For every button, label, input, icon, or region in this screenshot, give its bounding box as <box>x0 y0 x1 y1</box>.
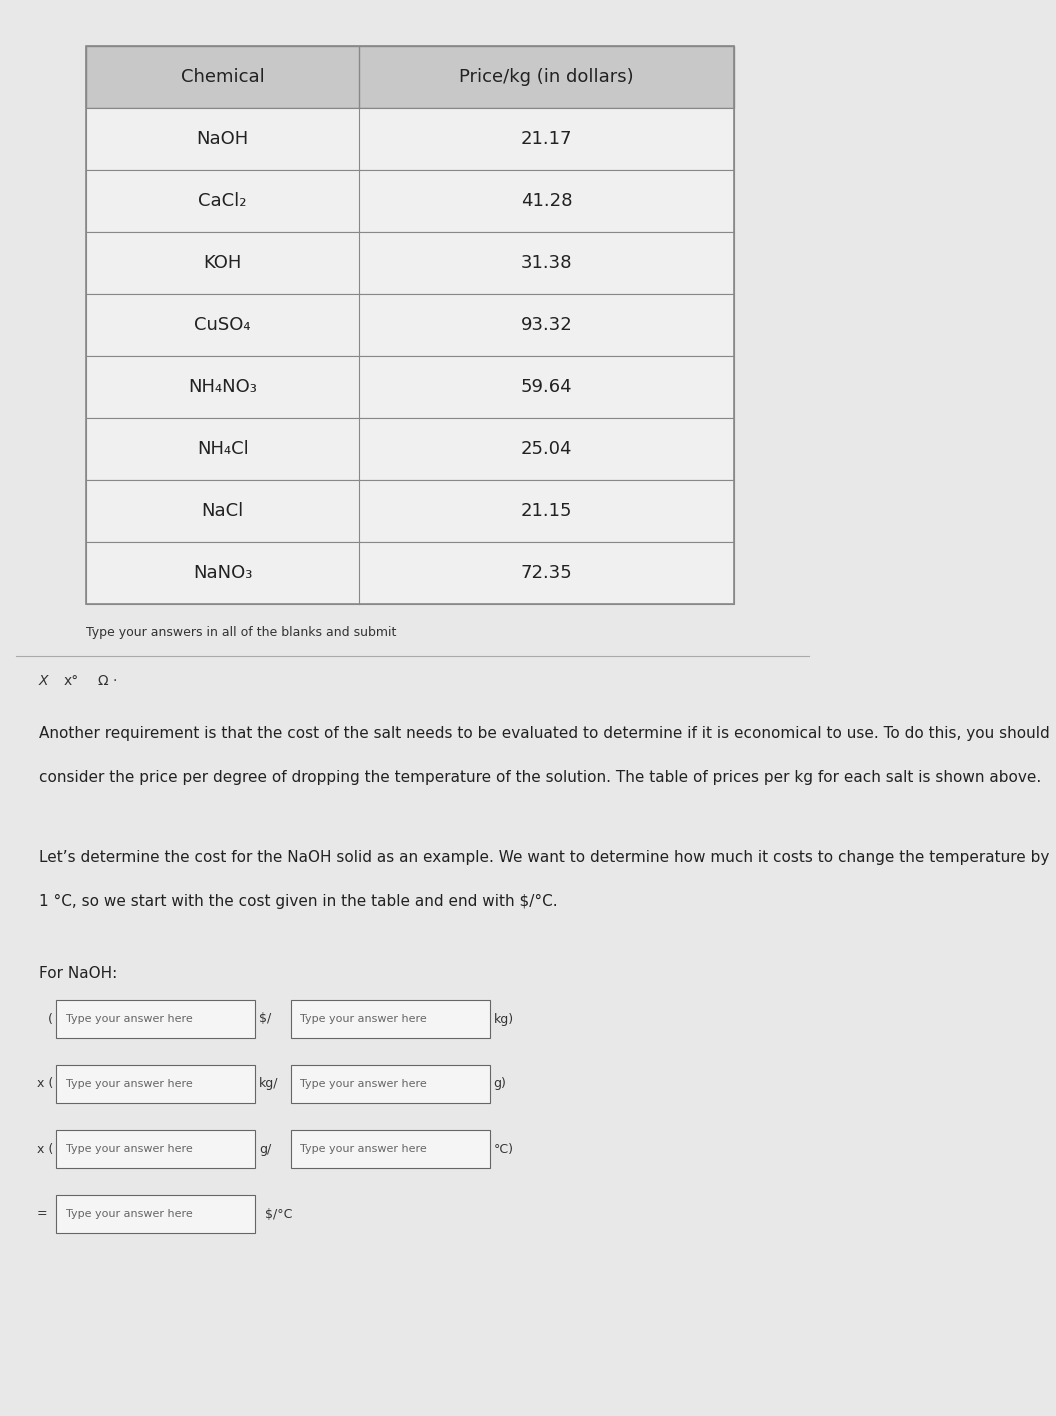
Text: KOH: KOH <box>204 253 242 272</box>
Text: consider the price per degree of dropping the temperature of the solution. The t: consider the price per degree of droppin… <box>39 770 1041 784</box>
Bar <box>56 1000 256 1038</box>
Text: 25.04: 25.04 <box>521 440 572 457</box>
Bar <box>86 45 734 605</box>
Text: 59.64: 59.64 <box>521 378 572 396</box>
Text: 72.35: 72.35 <box>521 564 572 582</box>
Bar <box>56 1065 256 1103</box>
Bar <box>86 108 734 170</box>
Bar <box>56 1195 256 1233</box>
Text: Type your answer here: Type your answer here <box>300 1079 427 1089</box>
Bar <box>86 480 734 542</box>
Bar <box>86 170 734 232</box>
Text: CuSO₄: CuSO₄ <box>194 316 251 334</box>
Text: x°: x° <box>64 674 79 688</box>
Text: CaCl₂: CaCl₂ <box>199 193 247 210</box>
Text: $/: $/ <box>260 1012 271 1025</box>
Text: X: X <box>39 674 49 688</box>
Text: Type your answer here: Type your answer here <box>65 1079 192 1089</box>
Text: 21.17: 21.17 <box>521 130 572 149</box>
Text: NH₄Cl: NH₄Cl <box>196 440 248 457</box>
Text: Type your answer here: Type your answer here <box>65 1144 192 1154</box>
Text: NaNO₃: NaNO₃ <box>193 564 252 582</box>
Text: (: ( <box>49 1012 53 1025</box>
Text: 21.15: 21.15 <box>521 503 572 520</box>
Text: x (: x ( <box>37 1078 53 1090</box>
Text: Type your answers in all of the blanks and submit: Type your answers in all of the blanks a… <box>86 626 396 639</box>
Text: Type your answer here: Type your answer here <box>300 1014 427 1024</box>
Text: 41.28: 41.28 <box>521 193 572 210</box>
Text: kg/: kg/ <box>260 1078 279 1090</box>
Text: Another requirement is that the cost of the salt needs to be evaluated to determ: Another requirement is that the cost of … <box>39 726 1050 741</box>
Text: NaOH: NaOH <box>196 130 249 149</box>
Text: 31.38: 31.38 <box>521 253 572 272</box>
Text: Ω ·: Ω · <box>97 674 117 688</box>
Text: g): g) <box>494 1078 507 1090</box>
Text: kg): kg) <box>494 1012 514 1025</box>
Text: 1 °C, so we start with the cost given in the table and end with $/°C.: 1 °C, so we start with the cost given in… <box>39 893 558 909</box>
Text: °C): °C) <box>494 1143 513 1155</box>
Text: Let’s determine the cost for the NaOH solid as an example. We want to determine : Let’s determine the cost for the NaOH so… <box>39 850 1050 865</box>
Text: Type your answer here: Type your answer here <box>300 1144 427 1154</box>
Text: g/: g/ <box>260 1143 271 1155</box>
Text: Type your answer here: Type your answer here <box>65 1014 192 1024</box>
Text: 93.32: 93.32 <box>521 316 572 334</box>
Text: $/°C: $/°C <box>265 1208 293 1221</box>
Bar <box>290 1130 490 1168</box>
Bar <box>290 1065 490 1103</box>
Text: For NaOH:: For NaOH: <box>39 966 117 981</box>
Text: Price/kg (in dollars): Price/kg (in dollars) <box>459 68 634 86</box>
Text: =: = <box>36 1208 46 1221</box>
Bar <box>56 1130 256 1168</box>
Bar <box>86 418 734 480</box>
Bar <box>86 355 734 418</box>
Text: x (: x ( <box>37 1143 53 1155</box>
Text: Type your answer here: Type your answer here <box>65 1209 192 1219</box>
Bar <box>86 45 734 108</box>
Text: NH₄NO₃: NH₄NO₃ <box>188 378 257 396</box>
Text: Chemical: Chemical <box>181 68 264 86</box>
Bar <box>86 232 734 295</box>
Bar <box>290 1000 490 1038</box>
Text: NaCl: NaCl <box>202 503 244 520</box>
Bar <box>86 542 734 605</box>
Bar <box>86 295 734 355</box>
